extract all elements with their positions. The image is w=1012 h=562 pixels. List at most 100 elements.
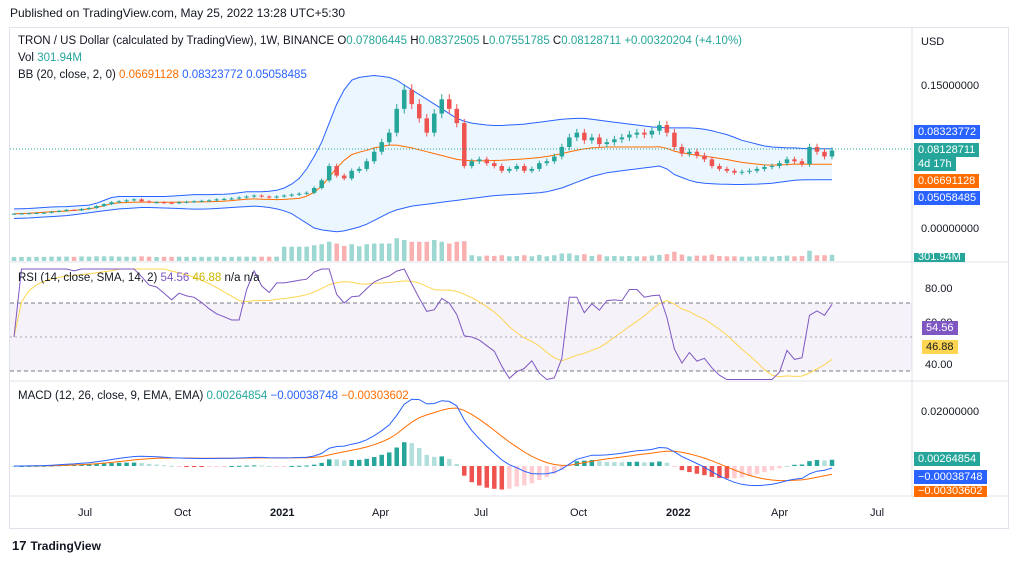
macd-histogram-bar xyxy=(394,447,399,466)
macd-histogram-bar xyxy=(514,466,520,487)
candle-body xyxy=(154,202,159,204)
volume-bar xyxy=(176,256,182,261)
macd-signal-value: −0.00303602 xyxy=(341,390,409,402)
candle-body xyxy=(507,168,512,171)
volume-bar xyxy=(792,256,797,261)
candle-body xyxy=(754,168,760,171)
volume-bar xyxy=(552,255,557,261)
macd-line xyxy=(14,398,833,487)
candle-body xyxy=(739,171,745,173)
volume-bar xyxy=(191,256,197,261)
volume-label: Vol xyxy=(18,52,34,64)
volume-bar xyxy=(589,255,595,261)
macd-histogram-bar xyxy=(664,462,670,466)
rsi-tick: 80.00 xyxy=(925,283,953,295)
candle-body xyxy=(259,195,264,197)
candle-body xyxy=(627,134,632,138)
candle-body xyxy=(349,170,354,179)
macd-histogram-bar xyxy=(356,459,362,466)
bb-lower-badge: 0.05058485 xyxy=(914,191,981,205)
candle-body xyxy=(462,123,467,167)
candle-body xyxy=(784,159,790,164)
volume-bar xyxy=(131,256,137,261)
volume-bar xyxy=(619,256,625,261)
footer-brand-text: TradingView xyxy=(30,539,101,553)
candle-body xyxy=(266,196,272,198)
candle-body xyxy=(131,199,137,201)
volume-bar xyxy=(289,246,294,261)
candle-body xyxy=(41,212,47,214)
macd-histogram-bar xyxy=(221,466,227,467)
symbol-title[interactable]: TRON / US Dollar (calculated by TradingV… xyxy=(18,35,335,47)
macd-histogram-bar xyxy=(784,465,790,467)
macd-histogram-bar xyxy=(184,466,189,467)
macd-histogram-bar xyxy=(612,462,617,466)
candle-body xyxy=(657,125,662,131)
footer-brand[interactable]: 17 TradingView xyxy=(12,538,101,553)
candle-body xyxy=(386,132,392,143)
rsi-legend[interactable]: RSI (14, close, SMA, 14, 2) 54.56 46.88 … xyxy=(18,272,260,284)
volume-bar xyxy=(432,240,437,261)
candle-body xyxy=(424,118,430,133)
volume-bar xyxy=(724,256,730,261)
volume-bar xyxy=(41,256,47,261)
macd-histogram-bar xyxy=(627,461,632,466)
volume-bar xyxy=(492,255,497,261)
macd-legend[interactable]: MACD (12, 26, close, 9, EMA, EMA) 0.0026… xyxy=(18,390,409,402)
candle-body xyxy=(109,202,114,205)
macd-histogram-bar xyxy=(462,466,467,476)
candle-body xyxy=(101,204,107,207)
bb-basis-value: 0.06691128 xyxy=(119,69,179,81)
volume-bar xyxy=(574,255,580,261)
candle-body xyxy=(799,161,805,165)
change-value: +0.00320204 (+4.10%) xyxy=(624,35,742,47)
volume-badge: 301.94M xyxy=(914,253,965,262)
volume-bar xyxy=(739,256,745,261)
rsi-tick: 40.00 xyxy=(925,359,953,371)
candle-body xyxy=(492,163,497,167)
time-tick: 2022 xyxy=(666,507,690,519)
volume-bar xyxy=(807,250,812,261)
volume-bar xyxy=(34,256,39,261)
tradingview-logo: 17 xyxy=(12,538,27,553)
volume-bar xyxy=(567,253,572,261)
macd-histogram-bar xyxy=(469,466,475,483)
candle-body xyxy=(214,199,219,201)
candle-body xyxy=(199,200,204,202)
candle-body xyxy=(544,161,550,164)
candle-body xyxy=(552,156,557,162)
candle-body xyxy=(807,146,812,165)
volume-bar xyxy=(439,241,445,261)
bb-legend[interactable]: BB (20, close, 2, 0) 0.06691128 0.083237… xyxy=(18,69,307,81)
candle-body xyxy=(124,200,129,202)
volume-bar xyxy=(146,256,152,261)
volume-legend[interactable]: Vol 301.94M xyxy=(18,52,82,64)
main-legend: TRON / US Dollar (calculated by TradingV… xyxy=(18,35,742,47)
candle-body xyxy=(56,210,62,212)
macd-histogram-bar xyxy=(559,466,565,470)
volume-bar xyxy=(19,256,24,261)
candle-body xyxy=(49,211,54,213)
price-tick: 0.15000000 xyxy=(921,80,979,92)
macd-histogram-bar xyxy=(499,466,505,490)
volume-bar xyxy=(499,255,505,261)
macd-histogram-bar xyxy=(101,463,107,466)
volume-bar xyxy=(597,254,602,261)
candle-body xyxy=(717,166,722,169)
volume-bar xyxy=(281,246,287,261)
volume-bar xyxy=(11,256,17,261)
macd-tick: 0.02000000 xyxy=(921,406,979,418)
volume-bar xyxy=(304,246,309,261)
volume-bar xyxy=(109,256,114,261)
macd-label: MACD (12, 26, close, 9, EMA, EMA) xyxy=(18,390,204,402)
macd-histogram-bar xyxy=(94,464,99,466)
open-value: 0.07806445 xyxy=(346,35,408,47)
volume-bar xyxy=(672,251,677,261)
volume-bar xyxy=(604,256,610,261)
macd-histogram-bar xyxy=(739,466,745,478)
macd-histogram-bar xyxy=(199,466,204,467)
volume-bar xyxy=(379,243,384,261)
macd-histogram-bar xyxy=(717,466,722,478)
candle-body xyxy=(439,99,445,114)
